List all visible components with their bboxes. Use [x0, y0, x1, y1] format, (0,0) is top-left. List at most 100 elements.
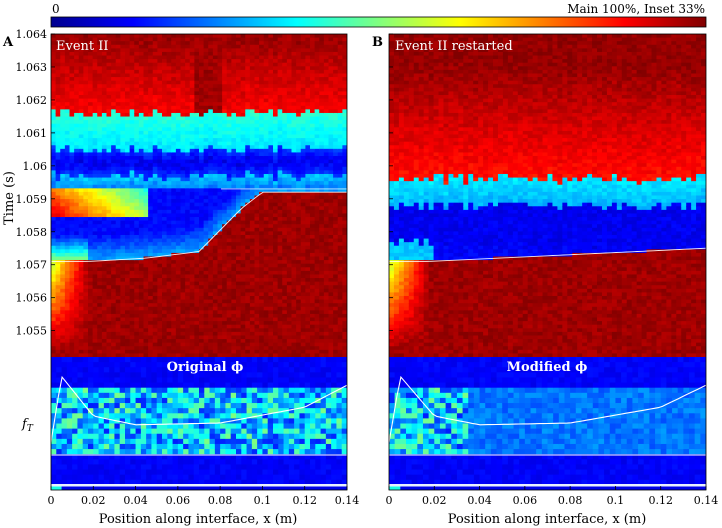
heatmap-cell — [83, 202, 89, 207]
heatmap-cell — [171, 166, 177, 171]
heatmap-cell — [203, 260, 209, 265]
heatmap-cell — [277, 224, 283, 229]
heatmap-cell — [134, 285, 140, 290]
heatmap-cell — [291, 191, 297, 197]
heatmap-cell — [194, 209, 200, 215]
heatmap-cell — [175, 267, 182, 272]
heatmap-cell — [185, 274, 191, 279]
heatmap-cell — [208, 227, 214, 232]
heatmap-cell — [106, 173, 112, 179]
heatmap-cell — [189, 112, 195, 118]
heatmap-cell — [78, 231, 84, 236]
heatmap-cell — [291, 274, 297, 279]
heatmap-cell — [305, 109, 311, 114]
heatmap-cell — [138, 44, 145, 49]
heatmap-cell — [143, 95, 149, 100]
heatmap-cell — [203, 285, 209, 290]
heatmap-cell — [166, 73, 172, 78]
heatmap-cell — [296, 80, 302, 85]
heatmap-cell — [208, 191, 214, 197]
heatmap-cell — [203, 170, 209, 175]
heatmap-cell — [236, 163, 242, 168]
heatmap-cell — [92, 213, 98, 218]
heatmap-cell — [231, 87, 237, 93]
heatmap-cell — [282, 256, 288, 261]
heatmap-cell — [106, 328, 112, 333]
heatmap-cell — [203, 109, 209, 114]
heatmap-cell — [194, 285, 200, 290]
heatmap-cell — [115, 105, 121, 110]
heatmap-cell — [231, 62, 237, 67]
heatmap-cell — [231, 335, 237, 340]
heatmap-cell — [166, 102, 172, 107]
heatmap-cell — [148, 98, 154, 103]
heatmap-cell — [180, 313, 186, 319]
heatmap-cell — [88, 213, 94, 218]
heatmap-cell — [162, 256, 168, 261]
heatmap-cell — [74, 285, 80, 290]
heatmap-cell — [129, 62, 135, 67]
heatmap-cell — [157, 34, 163, 39]
heatmap-cell — [55, 270, 61, 276]
heatmap-cell — [296, 335, 302, 340]
heatmap-cell — [185, 138, 191, 143]
heatmap-cell — [148, 141, 154, 146]
heatmap-cell — [286, 152, 293, 157]
heatmap-cell — [69, 87, 75, 93]
heatmap-cell — [106, 184, 112, 189]
heatmap-cell — [171, 34, 177, 39]
heatmap-cell — [175, 130, 182, 136]
heatmap-cell — [88, 55, 94, 60]
heatmap-cell — [171, 51, 177, 57]
heatmap-cell — [286, 328, 293, 333]
heatmap-cell — [69, 245, 75, 250]
heatmap-cell — [55, 84, 61, 89]
heatmap-cell — [286, 213, 293, 218]
heatmap-cell — [217, 199, 223, 204]
heatmap-cell — [203, 141, 209, 146]
heatmap-cell — [300, 105, 306, 110]
heatmap-cell — [171, 177, 177, 182]
heatmap-cell — [263, 342, 269, 347]
heatmap-cell — [88, 145, 94, 150]
heatmap-cell — [152, 256, 158, 261]
heatmap-cell — [88, 80, 94, 85]
heatmap-cell — [249, 270, 256, 276]
heatmap-cell — [268, 234, 274, 240]
heatmap-cell — [88, 166, 94, 171]
heatmap-cell — [277, 206, 283, 211]
heatmap-cell — [291, 199, 297, 204]
heatmap-cell — [296, 173, 302, 179]
heatmap-cell — [194, 44, 200, 49]
heatmap-cell — [60, 274, 66, 279]
heatmap-cell — [268, 138, 274, 143]
heatmap-cell — [194, 281, 200, 286]
heatmap-cell — [92, 288, 98, 293]
heatmap-cell — [199, 281, 205, 286]
heatmap-cell — [240, 342, 246, 347]
heatmap-cell — [51, 339, 57, 344]
heatmap-cell — [273, 339, 279, 344]
heatmap-cell — [212, 84, 219, 89]
heatmap-cell — [277, 145, 283, 150]
heatmap-cell — [185, 37, 191, 42]
heatmap-cell — [185, 295, 191, 301]
heatmap-cell — [245, 295, 251, 301]
heatmap-cell — [194, 317, 200, 322]
heatmap-cell — [157, 317, 163, 322]
heatmap-cell — [157, 41, 163, 46]
heatmap-cell — [259, 66, 265, 71]
heatmap-cell — [217, 339, 223, 344]
heatmap-cell — [282, 184, 288, 189]
heatmap-cell — [115, 156, 121, 161]
heatmap-cell — [60, 281, 66, 286]
heatmap-cell — [97, 170, 103, 175]
heatmap-cell — [245, 213, 251, 218]
heatmap-cell — [51, 292, 57, 297]
heatmap-cell — [249, 55, 256, 60]
heatmap-cell — [203, 256, 209, 261]
heatmap-cell — [60, 234, 66, 240]
heatmap-cell — [249, 141, 256, 146]
heatmap-cell — [208, 199, 214, 204]
heatmap-cell — [240, 184, 246, 189]
